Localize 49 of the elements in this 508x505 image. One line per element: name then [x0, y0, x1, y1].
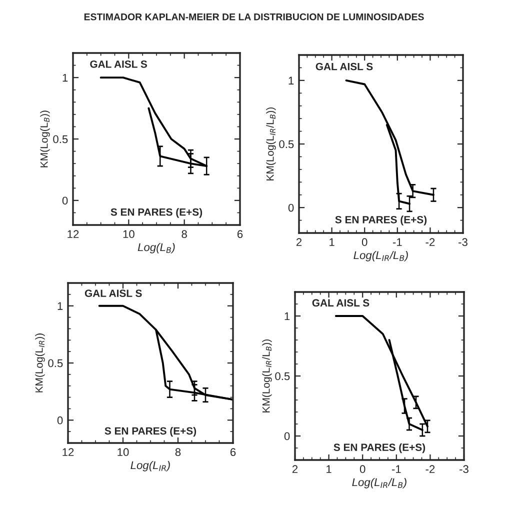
annotation: GAL AISL S [312, 299, 370, 307]
y-tick-label: 0.5 [48, 359, 63, 368]
x-tick-label: 6 [237, 230, 243, 238]
annotation: GAL AISL S [84, 290, 142, 297]
y-tick-label: 1 [58, 302, 63, 310]
y-tick-label: 1 [62, 74, 68, 82]
annotation: S EN PARES (E+S) [335, 216, 427, 226]
y-tick-label: 1 [288, 76, 294, 84]
x-tick-label: -1 [392, 465, 401, 473]
x-tick-label: 12 [62, 448, 74, 456]
y-axis-title: KM(Log(L$_{IR}$)) [35, 334, 45, 392]
x-tick-label: 12 [68, 230, 79, 238]
y-tick-label: 1 [284, 312, 290, 320]
x-tick-label: 1 [330, 238, 334, 246]
y-tick-label: 0 [288, 204, 294, 212]
annotation: S EN PARES (E+S) [104, 426, 196, 437]
x-tick-label: -3 [460, 465, 468, 474]
x-axis-title: Log(L$_{IR}$) [130, 460, 170, 472]
x-tick-label: 0 [362, 238, 368, 246]
annotation: S EN PARES (E+S) [334, 443, 426, 454]
y-tick-label: 0.5 [279, 140, 294, 148]
y-tick-label: 0.5 [53, 135, 68, 144]
x-tick-label: 1 [326, 465, 332, 473]
y-tick-label: 0.5 [275, 372, 290, 380]
x-tick-label: -1 [392, 238, 402, 246]
x-tick-label: 8 [175, 448, 181, 456]
x-tick-label: 10 [123, 230, 134, 238]
y-axis-title: KM(Log(L$_{B}$)) [40, 110, 50, 168]
x-tick-label: 6 [230, 448, 236, 456]
x-tick-label: -3 [458, 238, 468, 246]
annotation: GAL AISL S [90, 60, 147, 68]
x-axis-title: Log(L$_{IR}$/L$_{B}$) [352, 478, 406, 488]
x-axis-title: Log(L$_{IR}$/L$_{B}$) [354, 250, 408, 262]
y-tick-label: 0 [62, 196, 68, 205]
annotation: S EN PARES (E+S) [110, 208, 202, 218]
x-tick-label: 0 [360, 465, 366, 474]
chart-title: ESTIMADOR KAPLAN-MEIER DE LA DISTRIBUCION DE LUMINOSIDADES [84, 13, 424, 20]
y-axis-title: KM(Log(L$_{IR}$/L$_{B}$)) [262, 339, 272, 412]
x-tick-label: 8 [182, 230, 187, 238]
x-tick-label: 2 [292, 465, 298, 473]
y-axis-title: KM(Log(L$_{IR}$/L$_{B}$)) [266, 107, 276, 180]
y-tick-label: 0 [57, 416, 63, 424]
x-axis-title: Log(L$_{B}$) [138, 242, 175, 254]
x-tick-label: -2 [426, 465, 435, 473]
x-tick-label: 10 [118, 448, 129, 456]
x-tick-label: 2 [296, 238, 302, 246]
y-tick-label: 0 [284, 432, 290, 440]
x-tick-label: -2 [426, 238, 435, 246]
annotation: GAL AISL S [316, 62, 373, 70]
